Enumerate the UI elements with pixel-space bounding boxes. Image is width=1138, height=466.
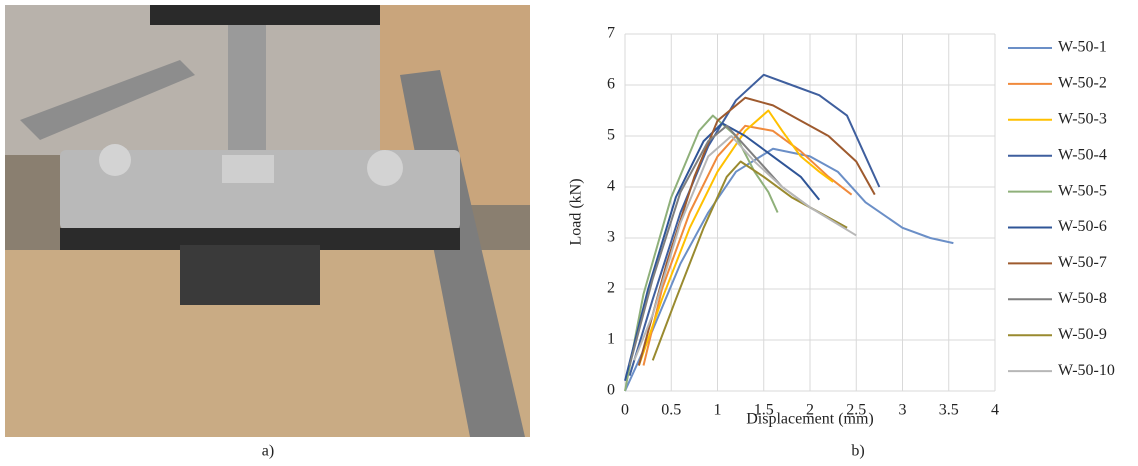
- y-tick-label: 5: [607, 127, 615, 144]
- legend-label: W-50-6: [1058, 218, 1107, 235]
- series-line: [642, 124, 853, 366]
- x-tick-label: 3.5: [939, 402, 959, 419]
- series-line: [628, 73, 881, 376]
- y-tick-label: 4: [607, 178, 615, 195]
- legend-label: W-50-9: [1058, 326, 1107, 343]
- series-line: [624, 114, 779, 392]
- legend-label: W-50-7: [1058, 254, 1107, 271]
- y-axis-label: Load (kN): [568, 178, 585, 245]
- legend-label: W-50-2: [1058, 75, 1107, 92]
- x-tick-label: 0: [621, 402, 629, 419]
- series-line: [624, 122, 821, 382]
- x-tick-label: 2: [806, 402, 814, 419]
- x-tick-label: 4: [991, 402, 999, 419]
- y-tick-label: 7: [607, 25, 615, 42]
- series-line: [637, 109, 834, 366]
- y-tick-label: 3: [607, 229, 615, 246]
- y-tick-label: 0: [607, 382, 615, 399]
- legend-label: W-50-5: [1058, 182, 1107, 199]
- legend-label: W-50-8: [1058, 290, 1107, 307]
- y-tick-label: 1: [607, 331, 615, 348]
- legend-label: W-50-3: [1058, 110, 1107, 127]
- y-tick-label: 6: [607, 76, 615, 93]
- x-tick-label: 1: [714, 402, 722, 419]
- x-tick-label: 1.5: [754, 402, 774, 419]
- x-tick-label: 0.5: [661, 402, 681, 419]
- legend-label: W-50-10: [1058, 362, 1115, 379]
- photo: [5, 5, 530, 437]
- x-tick-label: 2.5: [846, 402, 866, 419]
- legend-label: W-50-1: [1058, 39, 1107, 56]
- y-tick-label: 2: [607, 280, 615, 297]
- panel-label: b): [851, 443, 864, 460]
- x-tick-label: 3: [899, 402, 907, 419]
- legend-label: W-50-4: [1058, 146, 1107, 163]
- x-axis-label: Displacement (mm): [746, 411, 874, 428]
- series-line: [633, 135, 857, 361]
- series-line: [624, 147, 954, 392]
- panel-label: a): [262, 443, 274, 460]
